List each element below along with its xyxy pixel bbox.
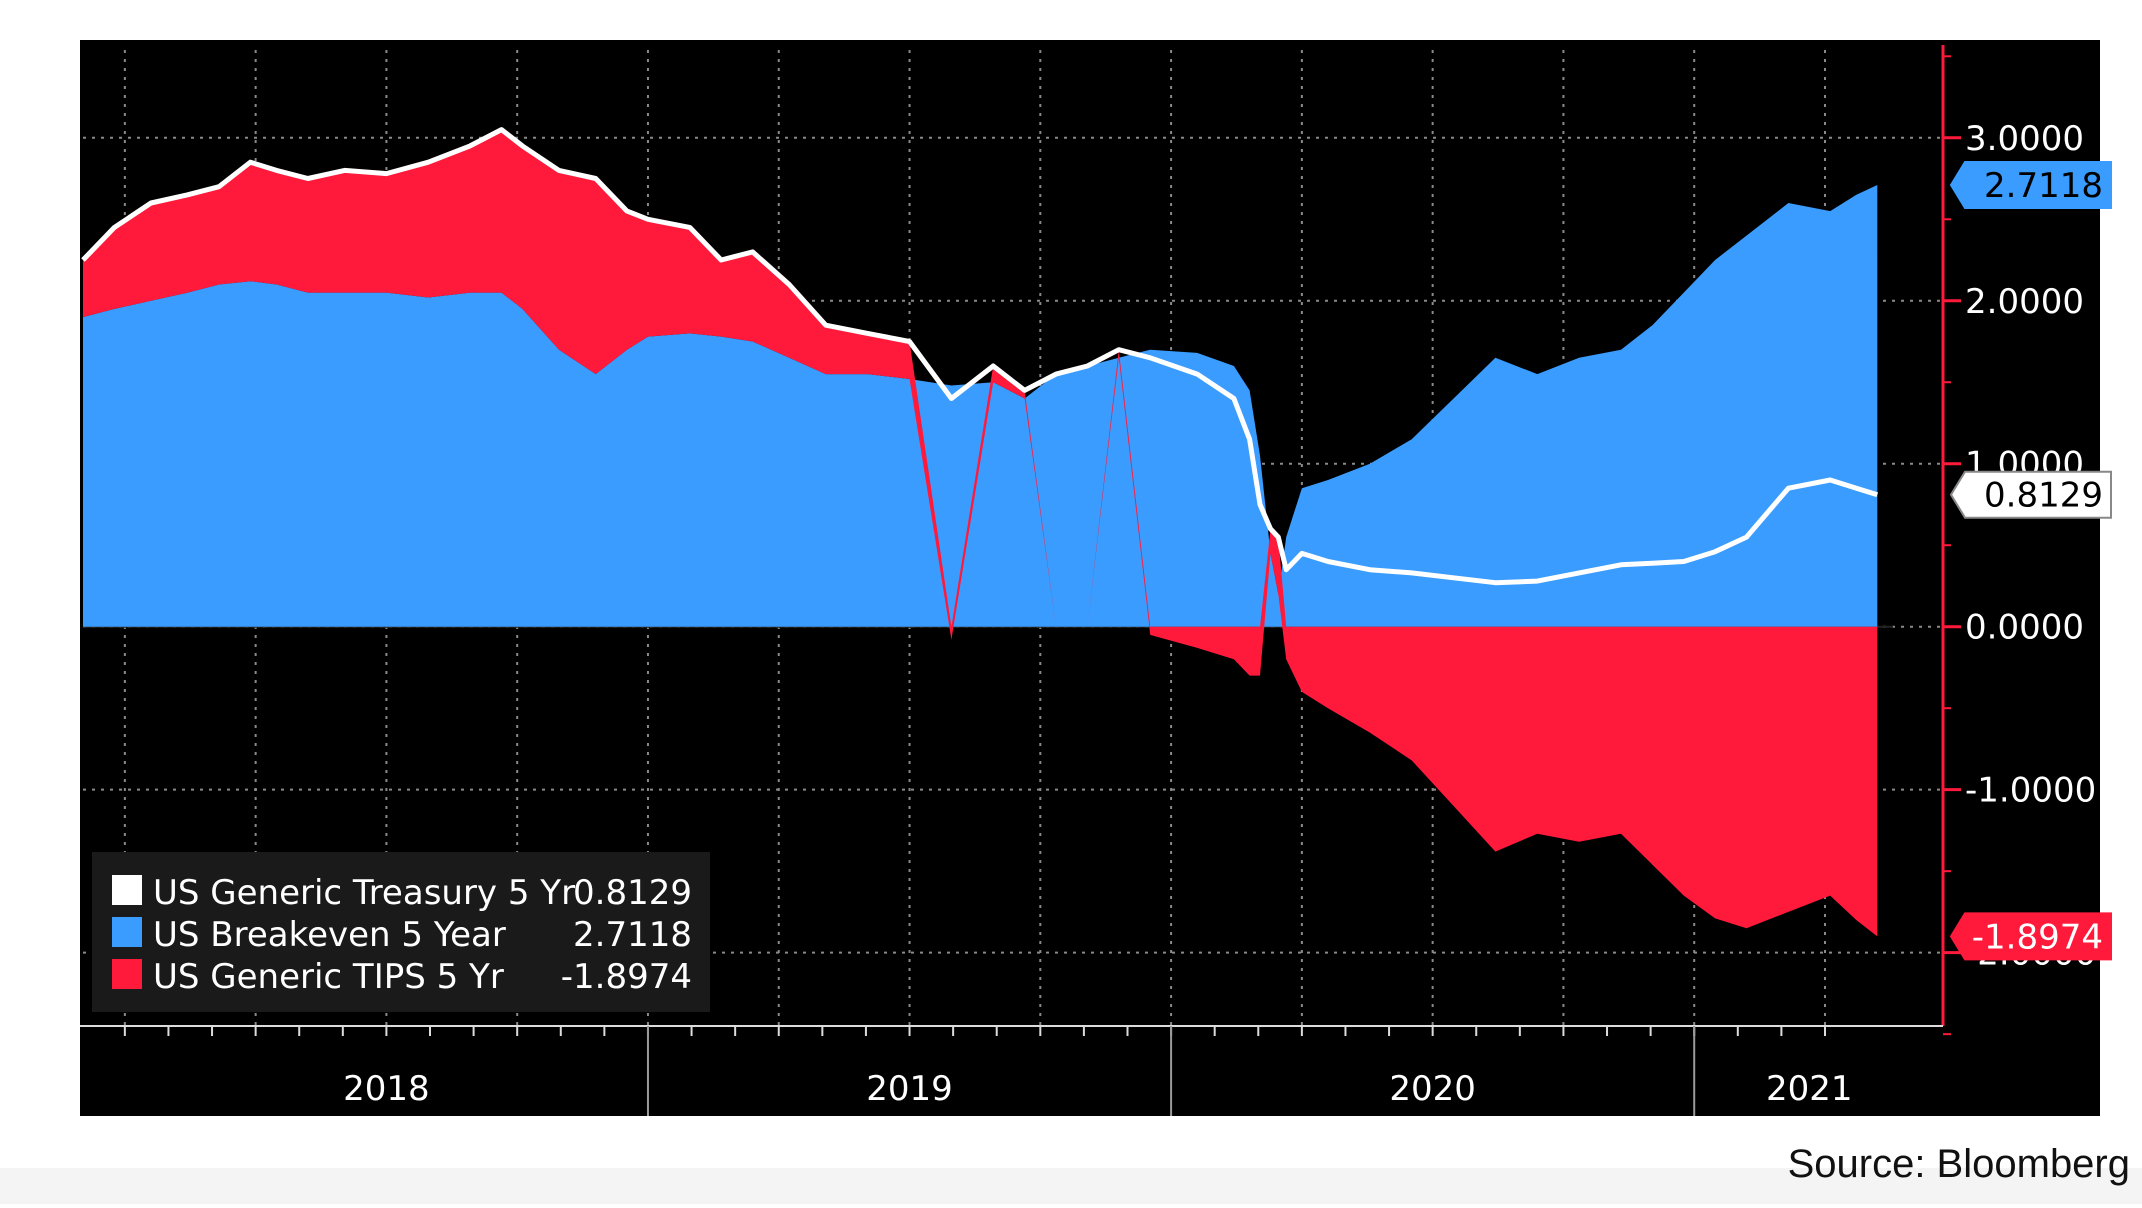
x-axis: 2018 2019 2020 2021 [80,1025,1943,1116]
legend-value-treasury: 0.8129 [573,873,692,913]
last-value-tag-2 [1949,912,2112,961]
last-value-tag-0 [1949,470,2112,519]
y-tick-label-4: -1.0000 [1965,771,2096,811]
last-value-tag-text-2: -1.8974 [1972,917,2103,957]
x-tick-label-2: 2020 [1389,1069,1476,1109]
last-value-tag-text-1: 2.7118 [1984,166,2103,206]
source-label: Source: Bloomberg [1787,1142,2130,1186]
area-series [81,127,1879,937]
breakeven-area [83,185,1878,627]
y-tick-label-1: 2.0000 [1965,282,2084,322]
legend-swatch-treasury [112,875,142,905]
legend[interactable]: US Generic Treasury 5 Yr 0.8129 US Break… [92,852,710,1012]
legend-value-tips: -1.8974 [561,957,692,997]
last-value-tag-text-0: 0.8129 [1984,476,2103,516]
last-value-tags: 2.7118 0.8129 -1.8974 [1949,161,2112,961]
y-tick-label-0: 3.0000 [1965,119,2084,159]
legend-label-tips: US Generic TIPS 5 Yr [153,957,504,997]
legend-label-treasury: US Generic Treasury 5 Yr [153,873,575,913]
last-value-tag-1 [1949,161,2112,210]
y-tick-label-3: 0.0000 [1965,608,2084,648]
tips-area [83,129,1878,937]
treasury-line [81,127,1879,586]
legend-label-breakeven: US Breakeven 5 Year [153,915,506,955]
legend-swatch-tips [112,959,142,989]
legend-box [92,852,710,1012]
x-tick-label-1: 2019 [866,1069,953,1109]
x-tick-label-3: 2021 [1766,1069,1853,1109]
footer-band [0,1168,2142,1204]
legend-swatch-breakeven [112,917,142,947]
legend-value-breakeven: 2.7118 [573,915,692,955]
x-tick-label-0: 2018 [343,1069,430,1109]
